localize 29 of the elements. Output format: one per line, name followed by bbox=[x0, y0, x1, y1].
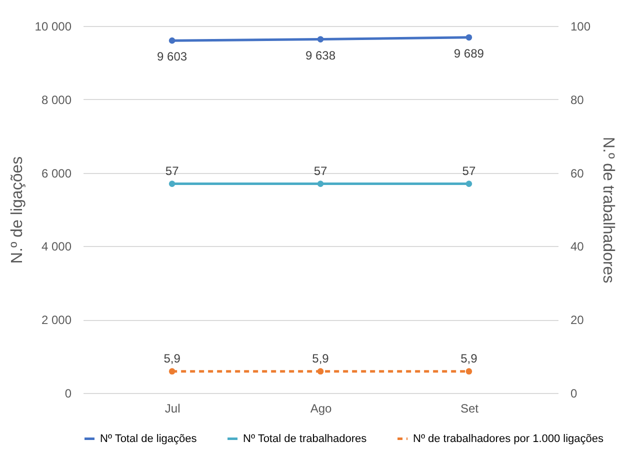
data-label: 9 603 bbox=[157, 50, 188, 64]
y2-axis-title: N.º de trabalhadores bbox=[600, 136, 617, 284]
x-tick-label: Ago bbox=[310, 402, 332, 416]
legend-label: Nº de trabalhadores por 1.000 ligações bbox=[413, 432, 604, 445]
y-tick-label: 2 000 bbox=[41, 313, 72, 328]
y-tick-label: 8 000 bbox=[41, 92, 72, 107]
x-tick-label: Set bbox=[460, 402, 480, 416]
y2-tick-label: 40 bbox=[570, 240, 584, 254]
data-label: 57 bbox=[165, 164, 180, 178]
data-label: 5,9 bbox=[164, 351, 181, 366]
data-label: 57 bbox=[314, 164, 328, 178]
y2-tick-label: 100 bbox=[570, 20, 591, 34]
data-label: 9 689 bbox=[454, 46, 484, 60]
data-label: 9 638 bbox=[305, 48, 336, 62]
legend-label: Nº Total de ligações bbox=[100, 432, 198, 445]
legend-label: Nº Total de trabalhadores bbox=[243, 432, 368, 445]
y-tick-label: 6 000 bbox=[41, 166, 72, 180]
y-tick-label: 10 000 bbox=[34, 20, 72, 34]
y-tick-label: 4 000 bbox=[41, 240, 72, 254]
y2-tick-label: 0 bbox=[570, 386, 578, 400]
y-tick-label: 0 bbox=[64, 386, 72, 400]
y2-tick-label: 20 bbox=[570, 313, 584, 328]
data-label: 57 bbox=[462, 164, 476, 178]
y-axis-title: N.º de ligações bbox=[8, 156, 26, 264]
data-label: 5,9 bbox=[460, 351, 478, 366]
y2-tick-label: 80 bbox=[570, 92, 584, 107]
x-tick-label: Jul bbox=[164, 402, 180, 416]
data-label: 5,9 bbox=[312, 351, 330, 366]
y2-tick-label: 60 bbox=[570, 166, 584, 180]
